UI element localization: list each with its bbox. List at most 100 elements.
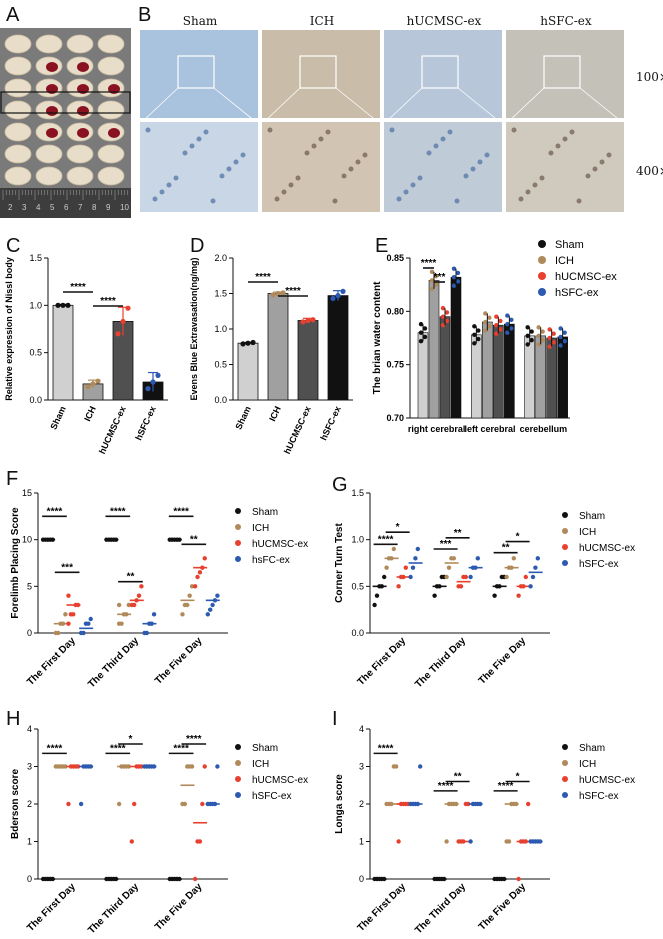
cell-stain [210, 198, 216, 204]
brain-slice [4, 122, 32, 142]
y-axis-title: Relative expression of Nissl body [4, 257, 14, 401]
y-tick-label: 1.0 [29, 300, 42, 310]
data-point [440, 305, 446, 311]
data-point [384, 565, 389, 570]
data-point [451, 266, 457, 271]
zoom-line [213, 87, 257, 123]
cell-stain [433, 143, 439, 149]
ruler-number: 7 [78, 203, 83, 212]
data-point [432, 593, 437, 598]
x-tick-label: ICH [267, 405, 283, 423]
histology-400x-image [140, 122, 258, 212]
zoom-line [263, 87, 301, 123]
data-point [310, 317, 316, 323]
significance-label: **** [110, 506, 126, 517]
data-point [192, 584, 198, 589]
cell-stain [606, 152, 612, 158]
data-point [95, 378, 101, 384]
x-tick-label: The First Day [25, 881, 78, 934]
data-point [215, 593, 220, 598]
zoom-box [421, 55, 459, 89]
bar [546, 337, 557, 419]
significance-label: *** [61, 562, 73, 573]
brain-slice [97, 166, 125, 186]
data-point [535, 556, 540, 561]
data-point [466, 801, 471, 807]
x-tick-label: The First Day [25, 635, 78, 688]
legend-label: Sham [579, 743, 605, 754]
data-point [418, 339, 424, 344]
data-point [200, 801, 205, 807]
y-tick-label: 0.70 [386, 413, 404, 423]
chart-forelimb: 0 5 10 15 The First Day The Third Day The Five… [10, 488, 308, 690]
data-point [472, 341, 477, 346]
data-point [494, 331, 499, 336]
data-point [270, 292, 276, 298]
panel-label-h: H [6, 708, 21, 730]
cell-stain [240, 152, 246, 158]
y-tick-label: 1.5 [351, 488, 364, 498]
data-point [540, 329, 545, 334]
data-point [396, 839, 401, 844]
ruler-strip [0, 188, 131, 218]
y-axis-title: Corner Turn Test [334, 523, 345, 603]
significance-label: ** [502, 543, 510, 554]
bar [267, 293, 289, 401]
brain-slice [4, 100, 32, 120]
data-point [547, 327, 552, 332]
data-point [202, 556, 207, 561]
significance-label: ** [190, 534, 198, 545]
data-point [429, 278, 435, 283]
highlight-row-box [0, 91, 131, 114]
y-tick-label: 15 [22, 488, 32, 498]
legend-marker [562, 744, 568, 750]
data-point [71, 612, 76, 617]
data-point [66, 801, 71, 807]
data-point [418, 764, 423, 769]
x-tick-label: The Five Day [477, 881, 529, 933]
cell-stain [189, 143, 195, 149]
significance-label: **** [100, 296, 116, 307]
significance-label: * [396, 522, 400, 533]
significance-label: **** [378, 743, 394, 754]
data-point [418, 330, 424, 335]
data-point [444, 310, 450, 315]
cell-stain [440, 136, 446, 142]
zoom-box [299, 55, 337, 89]
data-point [136, 593, 142, 598]
x-tick-label: hSFC-ex [133, 405, 157, 442]
data-point [115, 331, 121, 337]
chart-evans-blue: 0.0 0.5 1.0 1.5 2.0 Sham ICH hUCMSC-ex hSFC-ex **… [189, 253, 353, 456]
y-tick-label: 1.0 [351, 535, 364, 545]
cell-stain [226, 166, 232, 172]
significance-label: **** [498, 781, 514, 792]
x-tick-label: The Third Day [413, 881, 468, 936]
data-point [494, 314, 499, 319]
significance-label: **** [255, 272, 271, 283]
y-axis-title: Longa score [334, 774, 345, 834]
data-point [446, 565, 452, 570]
x-tick-label: right cerebral [408, 424, 466, 434]
data-point [433, 273, 439, 279]
cell-stain [518, 196, 524, 202]
data-point [529, 337, 534, 343]
data-point [444, 318, 450, 324]
cell-stain [233, 159, 239, 165]
legend-label: hUCMSC-ex [579, 775, 635, 786]
ruler-number: 9 [106, 203, 111, 212]
legend-marker [235, 760, 241, 766]
legend-label: hUCMSC-ex [579, 543, 635, 554]
cell-stain [470, 166, 476, 172]
data-point [525, 333, 530, 339]
data-point [440, 323, 446, 328]
y-tick-label: 0.75 [386, 360, 404, 370]
histology-100x-image [506, 30, 624, 118]
data-point [505, 321, 510, 327]
legend-label: ICH [579, 527, 596, 538]
data-point [305, 317, 311, 324]
data-point [300, 319, 306, 325]
y-tick-label: 1.5 [214, 289, 227, 299]
chart-nissl-body: 0.0 0.5 1.0 1.5 Sham ICH hUCMSC-ex hSFC-ex **** *… [4, 253, 168, 456]
significance-label: **** [47, 743, 63, 754]
histology-col-ich: ICH [309, 14, 335, 28]
